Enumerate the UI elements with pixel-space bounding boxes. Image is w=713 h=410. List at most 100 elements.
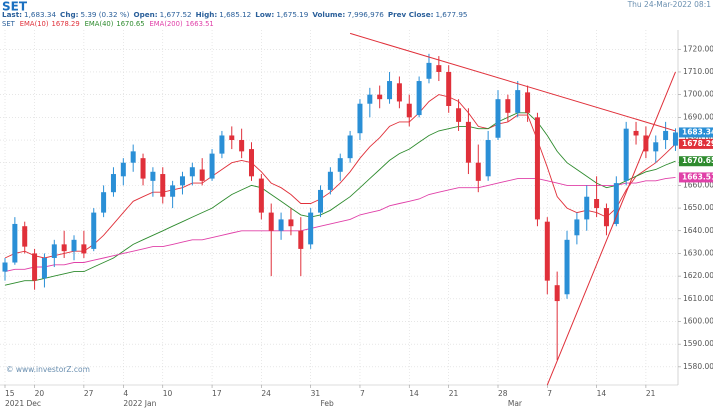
legend-name: EMA(200): [150, 20, 183, 28]
candle-body: [327, 171, 333, 190]
quote-value: 5.39 (0.32 %): [80, 10, 129, 19]
x-tick-label: 4: [123, 389, 128, 398]
candle-body: [357, 103, 363, 134]
candle-body: [268, 212, 274, 231]
quote-value: 1,683.34: [24, 10, 56, 19]
price-tag-label: 1678.29: [682, 139, 713, 148]
candle-body: [495, 99, 501, 138]
x-period-label: 2021 Dec: [5, 399, 41, 408]
x-tick-label: 27: [84, 389, 94, 398]
candle-body: [564, 239, 570, 295]
quote-label: Chg:: [60, 10, 79, 19]
price-tag: [679, 138, 713, 149]
x-tick-label: 14: [409, 389, 419, 398]
candle-body: [308, 212, 314, 245]
candle-body: [584, 196, 590, 220]
candle-body: [140, 158, 146, 179]
candle-body: [2, 262, 8, 272]
candle-body: [436, 65, 442, 72]
y-tick-label: 1650.00: [683, 203, 713, 212]
quote-label: Low:: [255, 10, 274, 19]
candle-body: [456, 108, 462, 122]
quote-line: Last: 1,683.34 Chg: 5.39 (0.32 %) Open: 1,677…: [2, 10, 467, 19]
candle-body: [485, 140, 491, 177]
y-tick-label: 1620.00: [683, 271, 713, 280]
candle-body: [239, 140, 245, 152]
y-tick-label: 1630.00: [683, 248, 713, 257]
quote-label: Last:: [2, 10, 22, 19]
x-tick-label: 10: [163, 389, 173, 398]
legend-symbol: SET: [2, 20, 16, 28]
candle-body: [258, 178, 264, 213]
candle-body: [209, 153, 215, 179]
candle-body: [298, 230, 304, 249]
quote-label: Volume:: [312, 10, 345, 19]
y-tick-label: 1700.00: [683, 90, 713, 99]
y-tick-label: 1610.00: [683, 294, 713, 303]
candle-body: [396, 83, 402, 102]
candle-body: [32, 253, 38, 281]
y-tick-label: 1580.00: [683, 362, 713, 371]
candle-body: [91, 212, 97, 249]
y-tick-label: 1690.00: [683, 112, 713, 121]
candle-body: [633, 130, 639, 136]
candle-body: [278, 219, 284, 231]
candle-body: [337, 158, 343, 172]
candle-body: [318, 189, 324, 213]
ema-line: [4, 112, 676, 286]
x-tick-label: 20: [35, 389, 45, 398]
trendline: [546, 71, 676, 386]
price-tag-label: 1670.65: [682, 156, 713, 165]
candle-body: [189, 167, 195, 177]
trendline: [349, 32, 676, 132]
quote-label: Prev Close:: [388, 10, 434, 19]
y-tick-label: 1660.00: [683, 180, 713, 189]
candle-body: [101, 192, 107, 213]
candle-body: [110, 174, 116, 193]
candle-body: [219, 135, 225, 154]
candle-body: [534, 117, 540, 220]
candle-body: [663, 130, 669, 141]
timestamp: Thu 24-Mar-2022 08:1: [627, 0, 712, 9]
candle-body: [199, 169, 205, 181]
candle-body: [446, 71, 452, 106]
candle-body: [613, 183, 619, 224]
x-period-label: 2022 Jan: [123, 399, 156, 408]
ema-line: [4, 94, 676, 259]
x-tick-label: 31: [311, 389, 321, 398]
candle-body: [160, 174, 166, 197]
quote-label: Open:: [133, 10, 157, 19]
candle-body: [594, 198, 600, 209]
x-period-label: Feb: [321, 399, 335, 408]
candle-body: [465, 121, 471, 163]
legend-value: 1663.51: [186, 20, 214, 28]
candle-body: [22, 226, 28, 247]
candle-body: [426, 62, 432, 79]
quote-value: 1,675.19: [276, 10, 308, 19]
legend-name: EMA(10): [20, 20, 49, 28]
legend-value: 1670.65: [116, 20, 144, 28]
price-tag-label: 1663.51: [682, 172, 713, 181]
candle-body: [475, 162, 481, 181]
x-tick-label: 21: [646, 389, 656, 398]
quote-value: 1,677.52: [160, 10, 192, 19]
x-tick-label: 17: [212, 389, 222, 398]
x-tick-label: 24: [261, 389, 271, 398]
ema-line: [4, 176, 676, 273]
quote-label: High:: [196, 10, 218, 19]
price-tag: [679, 156, 713, 167]
x-tick-label: 21: [449, 389, 459, 398]
candle-body: [130, 151, 136, 163]
candle-body: [623, 128, 629, 181]
candle-body: [150, 171, 156, 181]
x-tick-label: 7: [547, 389, 552, 398]
candle-body: [12, 223, 18, 263]
candle-body: [288, 219, 294, 227]
y-tick-label: 1600.00: [683, 316, 713, 325]
x-tick-label: 28: [498, 389, 508, 398]
candle-body: [653, 142, 659, 152]
quote-value: 1,685.12: [219, 10, 251, 19]
candle-body: [505, 99, 511, 113]
price-tag-label: 1683.34: [682, 127, 713, 136]
